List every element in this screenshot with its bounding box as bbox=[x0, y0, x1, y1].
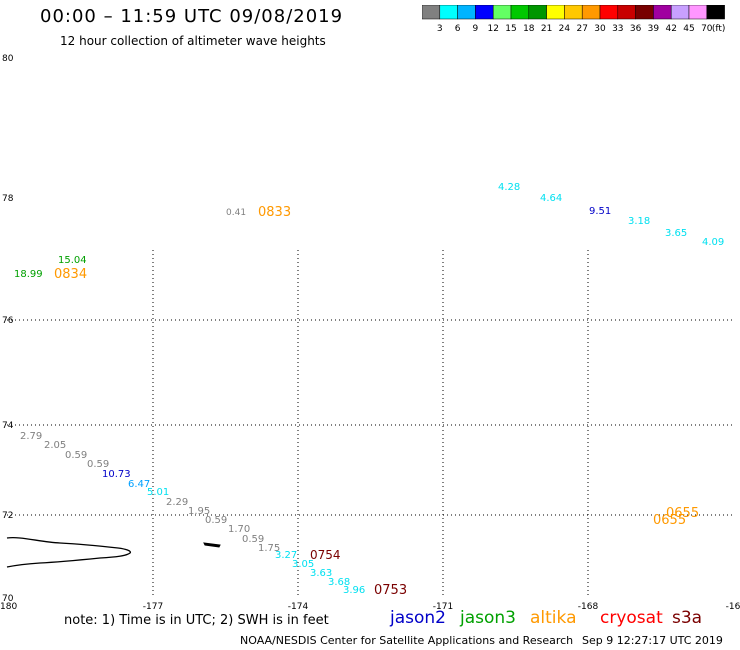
x-tick-label: -171 bbox=[433, 602, 453, 612]
wave-height-label: 0655 bbox=[666, 506, 699, 521]
chart-subtitle: 12 hour collection of altimeter wave hei… bbox=[60, 34, 326, 48]
wave-height-label: 18.99 bbox=[14, 269, 43, 280]
x-tick-label: -16 bbox=[726, 602, 740, 612]
wave-height-label: 0655 bbox=[653, 513, 686, 528]
wave-height-label: 0753 bbox=[374, 583, 407, 598]
wave-height-label: 5.01 bbox=[147, 487, 169, 498]
wave-height-label: 4.09 bbox=[702, 237, 724, 248]
legend-jason3: jason3 bbox=[460, 608, 516, 628]
wave-height-label: 3.05 bbox=[292, 559, 314, 570]
wave-height-label: 6.47 bbox=[128, 479, 150, 490]
y-tick-label: 76 bbox=[2, 316, 14, 326]
legend-s3a: s3a bbox=[672, 608, 703, 628]
wave-height-label: 3.65 bbox=[665, 228, 687, 239]
colorbar-label: (ft) bbox=[712, 24, 726, 34]
wave-height-label: 0833 bbox=[258, 205, 291, 220]
colorbar-label: 42 bbox=[665, 24, 676, 34]
x-tick-label: -174 bbox=[288, 602, 309, 612]
wave-height-label: 0.59 bbox=[87, 459, 109, 470]
colorbar-label: 33 bbox=[612, 24, 623, 34]
island bbox=[203, 542, 221, 548]
wave-height-label: 3.63 bbox=[310, 568, 332, 579]
colorbar-label: 9 bbox=[473, 24, 479, 34]
wave-height-label: 4.64 bbox=[540, 193, 562, 204]
wave-height-label: 1.70 bbox=[228, 524, 250, 535]
wave-height-label: 3.68 bbox=[328, 577, 350, 588]
colorbar-label: 27 bbox=[576, 24, 587, 34]
x-tick-label: -168 bbox=[578, 602, 599, 612]
chart-title: 00:00 – 11:59 UTC 09/08/2019 bbox=[40, 6, 344, 27]
wave-height-label: 10.73 bbox=[102, 469, 131, 480]
wave-height-label: 1.75 bbox=[258, 543, 280, 554]
footer-timestamp: Sep 9 12:27:17 UTC 2019 bbox=[582, 634, 723, 647]
colorbar-label: 18 bbox=[523, 24, 535, 34]
colorbar-label: 45 bbox=[683, 24, 694, 34]
colorbar-label: 3 bbox=[437, 24, 443, 34]
colorbar-label: 39 bbox=[648, 24, 660, 34]
y-tick-label: 70 bbox=[2, 594, 14, 604]
y-tick-label: 78 bbox=[2, 194, 14, 204]
footer-credit: NOAA/NESDIS Center for Satellite Applica… bbox=[240, 634, 574, 647]
colorbar-label: 70 bbox=[701, 24, 713, 34]
wave-height-label: 0.59 bbox=[205, 515, 227, 526]
wave-height-label: 3.18 bbox=[628, 216, 650, 227]
wave-height-label: 0754 bbox=[310, 548, 341, 562]
wave-height-label: 2.29 bbox=[166, 497, 188, 508]
y-tick-label: 72 bbox=[2, 511, 13, 521]
colorbar-label: 15 bbox=[505, 24, 516, 34]
wave-height-label: 0834 bbox=[54, 267, 87, 282]
wave-height-label: 0.41 bbox=[226, 208, 246, 218]
wave-height-label: 3.27 bbox=[275, 550, 297, 561]
x-tick-label: -180 bbox=[0, 602, 17, 612]
colorbar-label: 12 bbox=[487, 24, 498, 34]
wave-height-label: 15.04 bbox=[58, 255, 87, 266]
wave-height-label: 4.28 bbox=[498, 182, 520, 193]
wave-height-label: 0.59 bbox=[65, 450, 87, 461]
color-scale-legend: 3 6 9 12 15 18 21 24 27 30 33 36 39 42 45 70 (ft) bbox=[422, 5, 726, 34]
colorbar-label: 30 bbox=[594, 24, 606, 34]
colorbar-swatch bbox=[706, 5, 725, 20]
x-tick-label: -177 bbox=[143, 602, 163, 612]
legend-jason2: jason2 bbox=[390, 608, 446, 628]
legend-altika: altika bbox=[530, 608, 577, 628]
colorbar-label: 6 bbox=[455, 24, 461, 34]
wave-height-label: 9.51 bbox=[589, 206, 611, 217]
wave-height-label: 2.05 bbox=[44, 440, 66, 451]
y-tick-label: 80 bbox=[2, 54, 14, 64]
wave-height-label: 2.79 bbox=[20, 431, 42, 442]
colorbar-label: 24 bbox=[559, 24, 571, 34]
colorbar-label: 21 bbox=[541, 24, 552, 34]
y-tick-label: 74 bbox=[2, 421, 14, 431]
legend-cryosat: cryosat bbox=[600, 608, 663, 628]
wave-height-label: 3.96 bbox=[343, 585, 365, 596]
colorbar-label: 36 bbox=[630, 24, 642, 34]
coastline bbox=[6, 536, 132, 568]
wave-height-label: 0.59 bbox=[242, 534, 264, 545]
wave-height-label: 1.95 bbox=[188, 506, 210, 517]
note-text: note: 1) Time is in UTC; 2) SWH is in fe… bbox=[64, 613, 329, 628]
